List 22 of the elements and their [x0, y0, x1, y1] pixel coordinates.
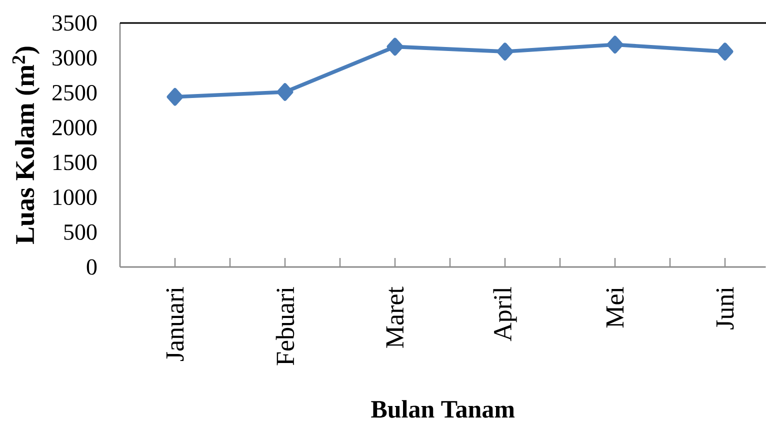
- point: [166, 88, 184, 106]
- x-tick-label: April: [493, 287, 517, 342]
- point: [496, 42, 514, 60]
- x-tick-label: Febuari: [276, 287, 294, 366]
- point: [386, 38, 404, 56]
- x-tick-label: Maret: [386, 286, 404, 348]
- x-tick-label: Januari: [166, 287, 184, 362]
- y-tick-label: 1000: [53, 190, 97, 206]
- x-tick-label: Mei: [606, 287, 624, 328]
- x-axis-title: Bulan Tanam: [371, 400, 515, 418]
- y-tick-label: 0: [86, 259, 97, 275]
- x-tick-label: Juni: [716, 287, 734, 330]
- point: [606, 36, 624, 54]
- y-tick-label: 2000: [52, 120, 97, 136]
- point: [276, 83, 294, 101]
- y-tick-label: 1500: [53, 154, 97, 170]
- y-tick-label: 2500: [52, 84, 97, 100]
- point: [716, 42, 734, 60]
- y-tick-label: 500: [64, 224, 97, 240]
- y-axis-title: Luas Kolam (m$^{2}$): [12, 46, 40, 244]
- y-tick-label: 3000: [52, 50, 97, 66]
- y-tick-label: 3500: [52, 15, 97, 31]
